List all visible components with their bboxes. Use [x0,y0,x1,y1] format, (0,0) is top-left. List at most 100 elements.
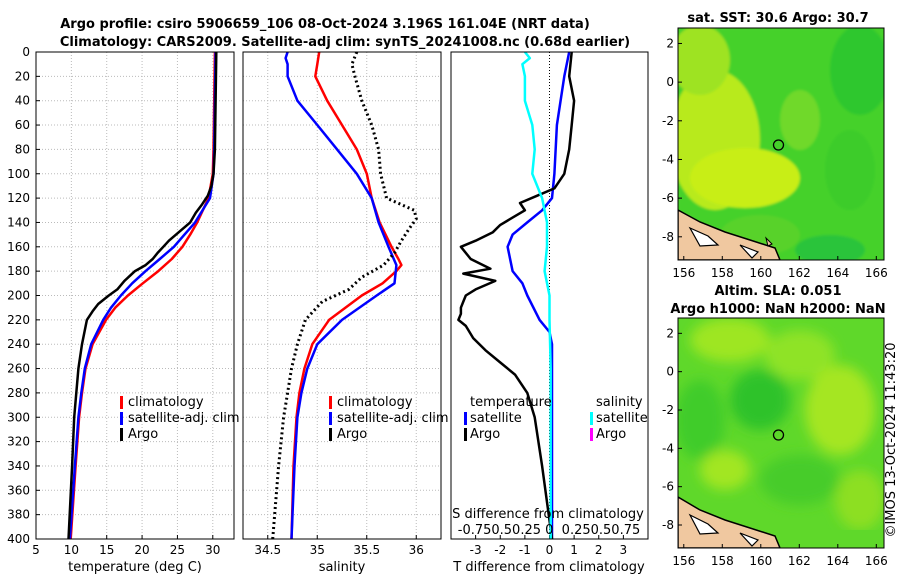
map-y-tick-label: 0 [666,75,674,89]
series-line-climatology [290,52,403,539]
x-tick-label: 1 [570,543,578,557]
legend-satellite: satellite-adj. clim [128,411,240,426]
x-tick-label: 35.5 [353,543,380,557]
temperature-grid [35,51,234,540]
y-tick-label: 80 [15,142,30,156]
legend-swatch-temp-argo [464,428,467,441]
y-tick-label: 60 [15,118,30,132]
x-tick-label: 0 [546,543,554,557]
y-tick-label: 280 [7,386,30,400]
map-y-tick-label: -2 [662,114,674,128]
map-y-tick-label: -2 [662,403,674,417]
salinity-frame [242,51,442,540]
y-tick-label: 20 [15,69,30,83]
temperature-frame [35,51,235,540]
x-tick-label: 3 [620,543,628,557]
sst-map-frame [677,27,885,261]
map-y-tick-label: 0 [666,365,674,379]
salinity-tick-labels: 34.5 35 35.5 36 [254,535,424,557]
y-tick-label: 300 [7,410,30,424]
x-tick-label: 15 [99,543,114,557]
legend-argo: Argo [337,427,367,442]
y-tick-label: 360 [7,483,30,497]
legend-swatch-argo [329,428,332,441]
difference-legend: temperature satellite Argo salinity sate… [464,395,648,442]
y-tick-label: 340 [7,459,30,473]
map-x-tick-label: 164 [826,266,849,280]
x-tick-label: 30 [205,543,220,557]
legend-swatch-climatology [120,396,123,409]
temperature-xlabel: temperature (deg C) [68,560,202,575]
y-tick-label: 180 [7,264,30,278]
salinity-xlabel: salinity [319,560,366,575]
series-line-temperature-satellite [506,52,571,539]
difference-top-label: S difference from climatology [452,507,644,522]
x-tick-label: 20 [134,543,149,557]
argo-position-marker [772,139,785,151]
x-tick-label: 5 [32,543,40,557]
y-tick-label: 140 [7,215,30,229]
y-tick-label: 260 [7,362,30,376]
series-line-satellite-adj-clim [284,52,398,539]
legend-swatch-argo [120,428,123,441]
legend-climatology: climatology [337,395,413,410]
map-x-tick-label: 166 [865,554,888,568]
map-x-tick-label: 160 [749,266,772,280]
salinity-lines [271,52,418,539]
x-tick-label: -1 [519,543,531,557]
x-tick-label: 35 [310,543,325,557]
y-tick-label: 40 [15,94,30,108]
sla-map-title-1: Altim. SLA: 0.051 [715,284,842,299]
legend-swatch-climatology [329,396,332,409]
difference-frame [450,51,649,540]
legend-sal-satellite: satellite [596,411,648,426]
map-y-tick-label: -4 [662,152,674,166]
legend-swatch-satellite [329,412,332,425]
legend-satellite: satellite-adj. clim [337,411,449,426]
map-y-tick-label: -8 [662,230,674,244]
map-y-tick-label: 2 [666,36,674,50]
y-tick-label: 160 [7,240,30,254]
header-line-1: Argo profile: csiro 5906659_106 08-Oct-2… [60,17,590,32]
legend-sal-argo: Argo [596,427,626,442]
legend-temperature-title: temperature [470,395,552,410]
sst-map-panel: sat. SST: 30.6 Argo: 30.7 156 158 160 162 16… [662,11,888,280]
x-tick-label: 34.5 [254,543,281,557]
map-y-tick-label: -6 [662,480,674,494]
sla-map-panel: Altim. SLA: 0.051 Argo h1000: NaN h2000:… [662,284,888,568]
header-line-2: Climatology: CARS2009. Satellite-adj cli… [60,35,630,50]
map-y-tick-label: -8 [662,518,674,532]
sla-map-frame [677,317,885,549]
series-line-temperature-argo [457,52,576,539]
series-line-salinity-satellite [521,52,552,539]
argo-position-marker [772,429,785,441]
map-x-tick-label: 162 [788,266,811,280]
legend-climatology: climatology [128,395,204,410]
salinity-panel: 34.5 35 35.5 36 salinity climatology satell… [242,51,449,575]
map-y-tick-label: -4 [662,441,674,455]
x-tick-label: 25 [170,543,185,557]
sst-map-title: sat. SST: 30.6 Argo: 30.7 [687,11,868,26]
legend-swatch-sal-argo [590,428,593,441]
map-x-tick-label: 166 [865,266,888,280]
map-y-tick-label: -6 [662,191,674,205]
difference-xlabel: T difference from climatology [452,560,645,575]
series-line-argo [67,52,218,539]
depth-tick-labels: 0 20 40 60 80 100 120 140 160 180 200 220 240 260 280 3… [7,45,40,546]
map-x-tick-label: 156 [672,554,695,568]
y-tick-label: 320 [7,435,30,449]
legend-argo: Argo [128,427,158,442]
legend-temp-argo: Argo [470,427,500,442]
map-x-tick-label: 158 [711,554,734,568]
map-x-tick-label: 156 [672,266,695,280]
temperature-panel: 0 20 40 60 80 100 120 140 160 180 200 220 240 260 280 3… [7,45,240,575]
x-tick-label: -3 [470,543,482,557]
legend-swatch-sal-satellite [590,412,593,425]
temperature-legend: climatology satellite-adj. clim Argo [120,395,240,442]
map-x-tick-label: 162 [788,554,811,568]
difference-top-ticks: -0.750.50.25 0 0.250.50.75 [458,523,641,538]
y-tick-label: 400 [7,532,30,546]
y-tick-label: 100 [7,167,30,181]
sst-map-field [678,28,884,260]
temperature-tick-labels: 5 10 15 20 25 30 [32,535,220,557]
